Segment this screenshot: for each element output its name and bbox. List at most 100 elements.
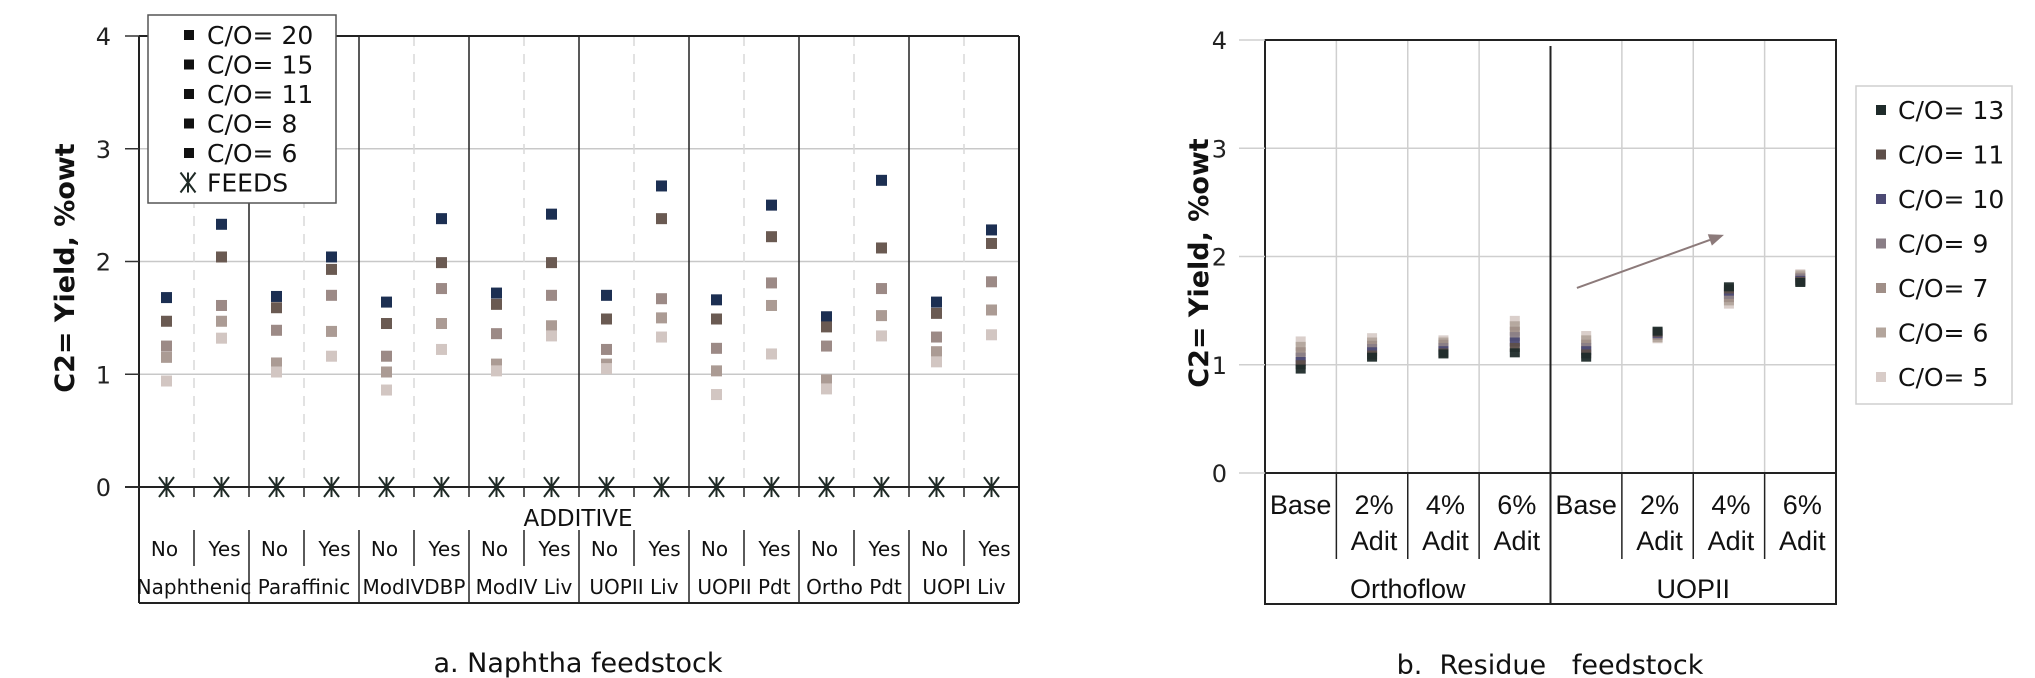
- data-point-co-8: [271, 357, 282, 369]
- legend-label: C/O= 6: [1898, 319, 1988, 348]
- data-point-co-13: [1438, 349, 1449, 359]
- legend-label: C/O= 7: [1898, 274, 1988, 303]
- legend-label: C/O= 10: [1898, 185, 2004, 214]
- feed-point: [818, 476, 835, 498]
- data-point-co-6: [656, 331, 667, 343]
- y-tick-label: 3: [96, 136, 111, 164]
- legend-square-icon: [1876, 283, 1886, 293]
- data-point-co-20: [821, 311, 832, 323]
- data-point-co-15: [161, 315, 172, 327]
- data-point-co-8: [711, 365, 722, 377]
- data-point-co-15: [546, 257, 557, 269]
- data-point-co-8: [766, 299, 777, 311]
- feed-point: [763, 476, 780, 498]
- x-subcategory-label: Yes: [977, 537, 1010, 561]
- y-tick-label: 2: [96, 249, 111, 277]
- x-group-label: UOPII Liv: [589, 575, 678, 599]
- legend-label: C/O= 8: [207, 110, 297, 139]
- x-category-label: Base: [1555, 490, 1617, 520]
- data-point-co-11: [1509, 342, 1520, 352]
- data-point-co-15: [326, 263, 337, 275]
- data-point-co-15: [766, 231, 777, 243]
- data-point-co-20: [986, 224, 997, 236]
- x-subcategory-label: Yes: [317, 537, 350, 561]
- data-point-co-8: [436, 318, 447, 330]
- data-point-co-11: [381, 350, 392, 362]
- data-point-co-9: [1509, 332, 1520, 342]
- data-point-co-6: [436, 343, 447, 355]
- data-point-co-6: [491, 365, 502, 377]
- data-point-co-13: [1295, 364, 1306, 374]
- legend-square-icon: [184, 30, 194, 40]
- chart-a-y-ticks: 0 1 2 3 4: [96, 23, 139, 502]
- feed-point: [433, 476, 450, 498]
- legend-square-icon: [1876, 194, 1886, 204]
- legend-label: FEEDS: [207, 169, 288, 198]
- x-category-sublabel: Adit: [1351, 526, 1398, 556]
- feed-point: [653, 476, 670, 498]
- data-point-co-8: [161, 351, 172, 363]
- chart-a-x-axis-label: ADDITIVE: [523, 506, 632, 532]
- x-group-label: UOPI Liv: [922, 575, 1005, 599]
- data-point-co-20: [766, 199, 777, 211]
- data-point-co-13: [1367, 352, 1378, 362]
- data-point-co-11: [601, 343, 612, 355]
- data-point-co-6: [546, 330, 557, 342]
- data-point-co-20: [876, 174, 887, 186]
- data-point-co-6: [216, 332, 227, 344]
- legend-label: C/O= 5: [1898, 363, 1988, 392]
- data-point-co-15: [216, 251, 227, 263]
- x-category-label: 2%: [1640, 490, 1679, 520]
- y-tick-label: 0: [1212, 460, 1227, 488]
- x-group-label: UOPII: [1656, 574, 1730, 604]
- chart-b-legend: C/O= 13 C/O= 11 C/O= 10 C/O= 9 C/O= 7 C/O= 6 C…: [1855, 85, 2013, 405]
- x-group-label: ModIV Liv: [476, 575, 573, 599]
- data-point-co-5: [1509, 315, 1520, 325]
- data-point-co-6: [821, 383, 832, 395]
- feed-point: [928, 476, 945, 498]
- x-category-label: 4%: [1711, 490, 1750, 520]
- data-point-co-15: [436, 257, 447, 269]
- legend-square-icon: [1876, 327, 1886, 338]
- data-point-co-11: [491, 328, 502, 340]
- x-category-sublabel: Adit: [1636, 526, 1683, 556]
- data-point-co-6: [986, 329, 997, 341]
- data-point-co-8: [986, 304, 997, 316]
- x-group-label: Ortho Pdt: [806, 575, 902, 599]
- data-point-co-11: [161, 340, 172, 352]
- legend-asterisk-icon: [179, 171, 197, 194]
- data-point-co-20: [216, 218, 227, 230]
- data-point-co-8: [546, 320, 557, 332]
- data-point-co-15: [821, 321, 832, 333]
- data-point-co-11: [656, 293, 667, 305]
- legend-label: C/O= 11: [207, 80, 313, 109]
- data-point-co-8: [876, 310, 887, 322]
- x-group-label: ModIVDBP: [363, 575, 466, 599]
- data-point-co-15: [931, 307, 942, 319]
- x-subcategory-label: Yes: [207, 537, 240, 561]
- legend-square-icon: [1876, 238, 1886, 249]
- data-point-co-10: [1509, 337, 1520, 347]
- data-point-co-15: [601, 313, 612, 325]
- data-point-co-6: [381, 384, 392, 396]
- x-category-sublabel: Adit: [1422, 526, 1469, 556]
- data-point-co-11: [436, 283, 447, 295]
- data-point-co-11: [821, 340, 832, 352]
- legend-square-icon: [1876, 149, 1886, 160]
- y-tick-label: 1: [1212, 352, 1227, 380]
- data-point-co-11: [326, 289, 337, 301]
- feed-point: [213, 476, 230, 498]
- data-point-co-11: [766, 277, 777, 289]
- arrow-shaft: [1576, 238, 1711, 289]
- x-category-label: 6%: [1783, 490, 1822, 520]
- legend-square-icon: [184, 118, 194, 129]
- chart-a-points: [158, 174, 1000, 498]
- data-point-co-6: [161, 375, 172, 387]
- chart-b-y-axis-label: C2= Yield, %owt: [1184, 138, 1215, 388]
- data-point-co-20: [161, 292, 172, 304]
- legend-square-icon: [184, 59, 194, 70]
- data-point-co-7: [1295, 347, 1306, 357]
- chart-a-y-axis-label: C2= Yield, %owt: [50, 143, 81, 393]
- data-point-co-11: [216, 299, 227, 311]
